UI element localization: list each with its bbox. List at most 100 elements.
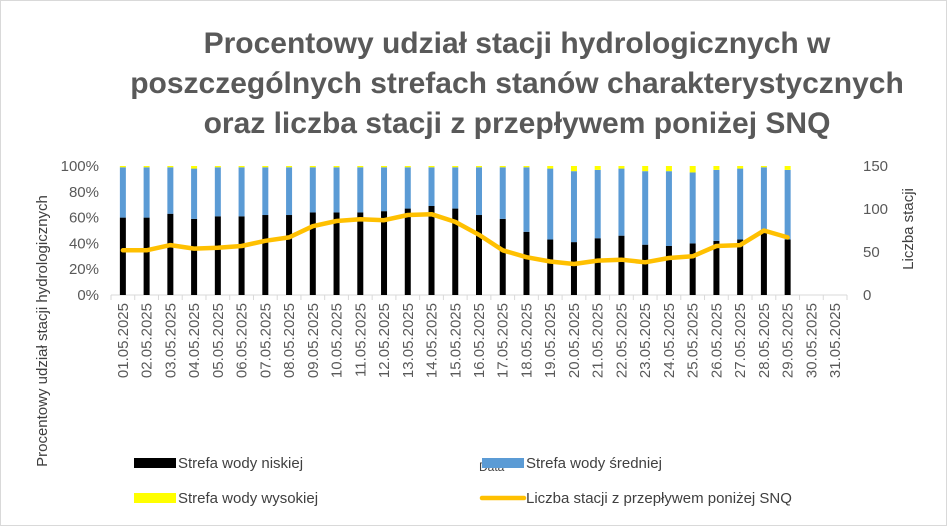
- x-tick-label: 06.05.2025: [234, 303, 251, 378]
- x-tick-label: 21.05.2025: [590, 303, 607, 378]
- bar-segment: [784, 169, 791, 240]
- bar-segment: [642, 244, 649, 295]
- bar-segment: [523, 231, 530, 295]
- bar-segment: [214, 167, 221, 217]
- legend: Strefa wody niskiej Strefa wody średniej S…: [134, 455, 792, 507]
- x-tick-label: 19.05.2025: [542, 303, 559, 378]
- bar-segment: [262, 166, 269, 168]
- bar-segment: [428, 205, 435, 295]
- bar-segment: [404, 208, 411, 295]
- bars-group: [119, 166, 791, 295]
- legend-swatch: [134, 493, 176, 503]
- x-tick-label: 27.05.2025: [732, 303, 749, 378]
- bar-segment: [143, 166, 150, 168]
- bar-segment: [333, 166, 340, 168]
- x-tick-label: 23.05.2025: [637, 303, 654, 378]
- y-axis-title: Procentowy udział stacji hydrologicznych: [34, 195, 51, 467]
- bar-segment: [594, 169, 601, 239]
- x-tick-label: 28.05.2025: [756, 303, 773, 378]
- bar-segment: [499, 167, 506, 219]
- bar-segment: [214, 216, 221, 295]
- bar-segment: [286, 166, 293, 168]
- x-tick-label: 29.05.2025: [780, 303, 797, 378]
- bar-segment: [238, 216, 245, 295]
- x-tick-label: 31.05.2025: [827, 303, 844, 378]
- bar-segment: [452, 166, 459, 168]
- bar-segment: [381, 167, 388, 212]
- bar-segment: [689, 172, 696, 244]
- bar-segment: [594, 166, 601, 170]
- bar-segment: [309, 212, 316, 295]
- bar-segment: [333, 212, 340, 295]
- y2-axis-ticks: 0 50 100 150: [863, 158, 888, 304]
- bar-segment: [119, 166, 126, 168]
- bar-segment: [713, 169, 720, 241]
- bar-segment: [119, 217, 126, 295]
- line-group: [120, 211, 790, 267]
- y2-tick-label: 0: [863, 287, 871, 304]
- bar-segment: [238, 166, 245, 168]
- legend-item: Strefa wody wysokiej: [134, 490, 318, 507]
- x-tick-label: 12.05.2025: [376, 303, 393, 378]
- bar-segment: [286, 167, 293, 216]
- bar-segment: [523, 167, 530, 232]
- bar-segment: [381, 211, 388, 295]
- bar-segment: [167, 213, 174, 295]
- x-tick-label: 10.05.2025: [329, 303, 346, 378]
- plot-area: [110, 294, 848, 300]
- bar-segment: [713, 166, 720, 170]
- bar-segment: [737, 168, 744, 240]
- chart-title: Procentowy udział stacji hydrologicznych…: [130, 27, 904, 140]
- bar-segment: [452, 208, 459, 295]
- legend-item: Liczba stacji z przepływem poniżej SNQ: [479, 490, 792, 507]
- x-tick-label: 05.05.2025: [210, 303, 227, 378]
- y2-tick-label: 150: [863, 158, 888, 175]
- y-tick-label: 80%: [69, 184, 99, 201]
- bar-segment: [357, 212, 364, 295]
- bar-segment: [618, 166, 625, 169]
- bar-segment: [523, 166, 530, 168]
- y-tick-label: 100%: [61, 158, 99, 175]
- bar-segment: [452, 167, 459, 209]
- x-tick-label: 07.05.2025: [257, 303, 274, 378]
- bar-segment: [642, 166, 649, 172]
- x-tick-label: 08.05.2025: [281, 303, 298, 378]
- y-tick-label: 20%: [69, 261, 99, 278]
- x-tick-label: 22.05.2025: [614, 303, 631, 378]
- bar-segment: [262, 167, 269, 216]
- bar-segment: [476, 166, 482, 168]
- x-tick-label: 26.05.2025: [708, 303, 725, 378]
- bar-segment: [570, 166, 577, 172]
- bar-segment: [784, 239, 791, 295]
- bar-segment: [357, 166, 364, 168]
- bar-segment: [570, 171, 577, 243]
- x-tick-label: 01.05.2025: [115, 303, 132, 378]
- y-tick-label: 40%: [69, 235, 99, 252]
- legend-item: Strefa wody średniej: [482, 455, 662, 472]
- bar-segment: [286, 215, 293, 295]
- bar-segment: [143, 167, 150, 218]
- bar-segment: [119, 167, 126, 218]
- bar-segment: [167, 167, 174, 214]
- bar-segment: [760, 167, 767, 234]
- legend-label: Strefa wody niskiej: [178, 455, 303, 472]
- bar-segment: [499, 166, 506, 168]
- x-tick-label: 20.05.2025: [566, 303, 583, 378]
- legend-swatch: [134, 458, 176, 468]
- legend-label: Strefa wody wysokiej: [178, 490, 318, 507]
- x-tick-label: 09.05.2025: [305, 303, 322, 378]
- bar-segment: [594, 238, 601, 295]
- bar-segment: [689, 243, 696, 295]
- x-axis-ticks: 01.05.2025 02.05.2025 03.05.2025 04.05.2025…: [115, 303, 844, 378]
- bar-segment: [476, 167, 482, 216]
- bar-segment: [476, 215, 482, 295]
- x-tick-label: 30.05.2025: [803, 303, 820, 378]
- legend-label: Liczba stacji z przepływem poniżej SNQ: [526, 490, 792, 507]
- y-axis-ticks: 0% 20% 40% 60% 80% 100%: [61, 158, 99, 304]
- bar-segment: [404, 166, 411, 168]
- bar-segment: [333, 167, 340, 213]
- snq-line: [120, 211, 790, 267]
- x-tick-label: 13.05.2025: [400, 303, 417, 378]
